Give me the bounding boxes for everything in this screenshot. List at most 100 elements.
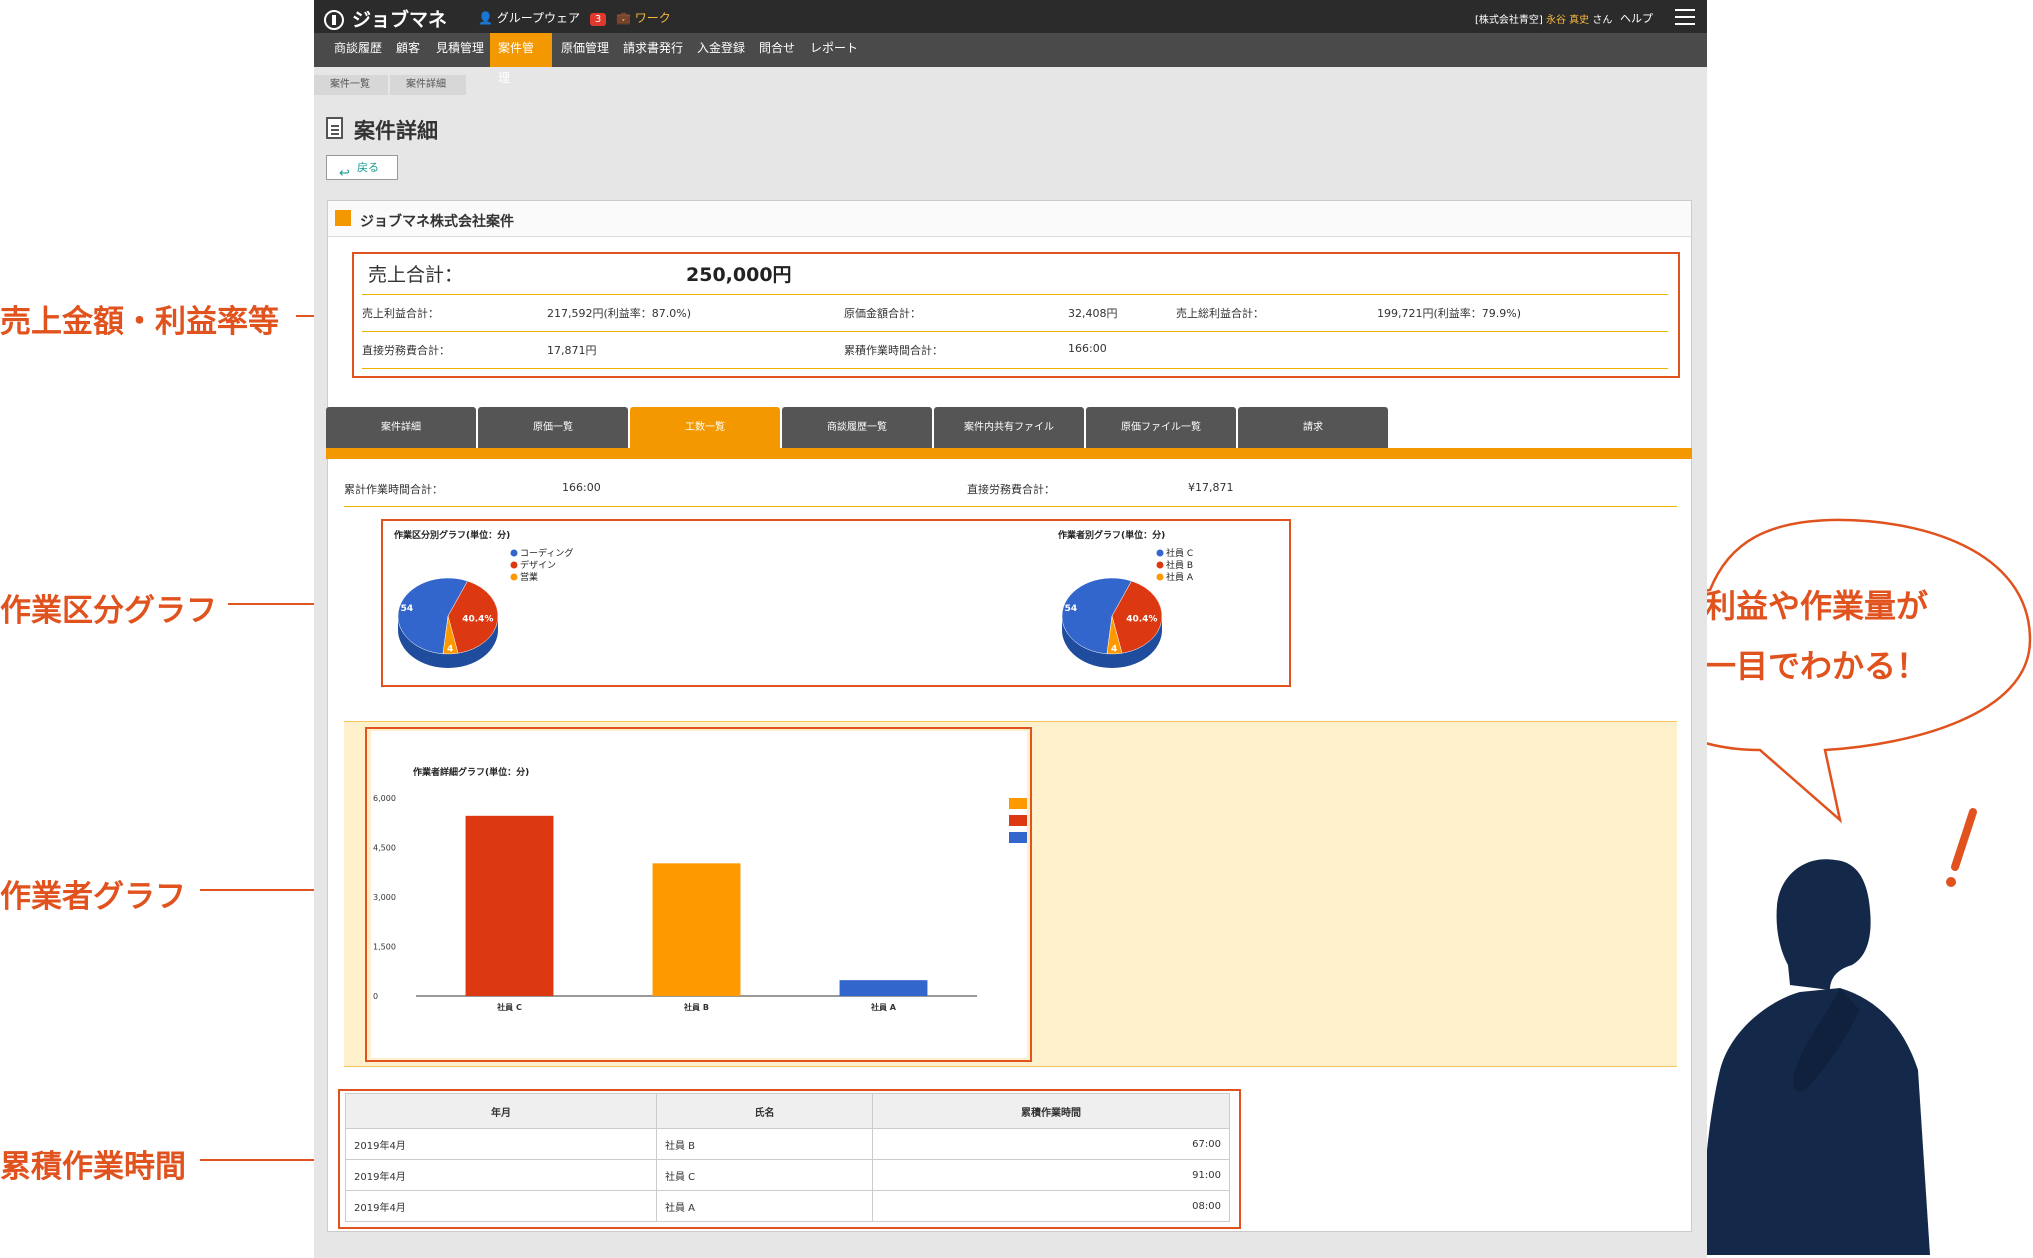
logo-icon [324,10,344,30]
breadcrumb-project-list[interactable]: 案件一覧 [314,75,388,95]
annotation-line [200,889,368,891]
user-company: [株式会社青空] [1475,15,1543,26]
tab-sales-history[interactable]: 商談履歴一覧 [782,407,932,448]
legend-swatch [1009,798,1027,809]
briefcase-icon: 💼 [616,11,631,25]
groupware-link[interactable]: 👤 グループウェア 3 [478,9,607,26]
cell-month: 2019年4月 [345,1128,657,1160]
worker-detail-bar-chart: 作業者詳細グラフ(単位：分) 0 1,500 3,000 4,500 6,000 社員 C… [373,766,1027,1012]
project-card: ジョブマネ株式会社案件 売上合計： 250,000円 売上利益合計： 217,5… [327,200,1692,1232]
y-tick-label: 0 [373,992,378,1001]
y-tick-label: 1,500 [373,943,396,952]
notification-badge: 3 [589,13,607,26]
legend-swatch [1009,815,1027,826]
callout-line-2: 一目でわかる！ [1704,647,1928,685]
callout-illustration: 利益や作業量が 一目でわかる！ [1621,518,2032,1255]
legend-swatch [510,573,518,581]
nav-item-estimates[interactable]: 見積管理 [436,41,485,55]
chart-title: 作業者別グラフ(単位：分) [1058,529,1165,541]
total-profit-value: 199,721円(利益率：79.9%) [1377,307,1522,320]
tab-man-hours[interactable]: 工数一覧 [630,407,780,448]
annotation-line [228,603,380,605]
nav-item-payments[interactable]: 入金登録 [697,41,746,55]
divider [344,721,1677,722]
work-label: ワーク [634,11,671,25]
exclamation-dot [1946,877,1956,887]
column-header-hours[interactable]: 累積作業時間 [872,1093,1230,1129]
active-tab-bar [326,448,1692,459]
back-label: 戻る [357,161,379,174]
hamburger-menu-icon[interactable] [1675,9,1695,25]
nav-item-sales-history[interactable]: 商談履歴 [334,41,383,55]
nav-item-projects[interactable]: 案件管理 [490,33,552,85]
user-menu[interactable]: [株式会社青空] 永谷 真史 さん [1475,11,1612,26]
user-name: 永谷 真史 [1546,15,1590,26]
x-tick-label: 社員 C [496,1002,522,1012]
bar [652,863,741,996]
callout-line-1: 利益や作業量が [1704,587,1928,625]
tab-cost-list[interactable]: 原価一覧 [478,407,628,448]
page-title: 案件詳細 [354,119,438,143]
column-header-name[interactable]: 氏名 [656,1093,873,1129]
top-bar: ジョブマネ 👤 グループウェア 3 💼 ワーク [株式会社青空] 永谷 真史 さ… [314,0,1707,33]
column-header-month[interactable]: 年月 [345,1093,657,1129]
bar [465,815,554,996]
labor-cost-value: 17,871円 [547,344,597,357]
divider [362,331,1668,332]
divider [362,368,1668,369]
nav-item-invoices[interactable]: 請求書発行 [623,41,684,55]
pie-slice-label: 4 [1111,644,1117,654]
chart-title: 作業者詳細グラフ(単位：分) [413,766,529,778]
nav-item-customers[interactable]: 顧客 [396,41,421,55]
legend-label: 社員 C [1166,547,1193,559]
legend-swatch [510,561,518,569]
help-link[interactable]: ヘルプ [1620,12,1653,25]
gross-profit-value: 217,592円(利益率：87.0%) [547,307,692,320]
annotation-sales-profit: 売上金額・利益率等 [0,304,279,340]
cell-month: 2019年4月 [345,1159,657,1191]
annotation-line [200,1159,340,1161]
nav-item-inquiries[interactable]: 問合せ [759,41,796,55]
tab-invoice[interactable]: 請求 [1238,407,1388,448]
divider [362,294,1668,295]
labor-cost-total-value: ¥17,871 [1188,481,1234,494]
nav-item-cost[interactable]: 原価管理 [561,41,610,55]
work-link[interactable]: 💼 ワーク [616,9,671,26]
hours-total-label: 累計作業時間合計： [344,483,443,496]
pie-slice [1106,615,1123,655]
groupware-label: グループウェア [496,11,581,25]
cell-month: 2019年4月 [345,1190,657,1222]
legend-swatch [1156,561,1164,569]
user-suffix: さん [1592,15,1613,26]
cost-total-label: 原価金額合計： [844,307,921,320]
back-button[interactable]: ↩ 戻る [326,155,398,181]
pie-slice-label: 40.4% [462,614,493,624]
app-logo[interactable]: ジョブマネ [324,5,447,32]
tab-shared-files[interactable]: 案件内共有ファイル [934,407,1084,448]
cell-name: 社員 C [656,1159,873,1191]
annotation-work-category-graph: 作業区分グラフ [0,593,217,629]
pie-slice-label: 54 [1065,604,1078,614]
user-icon: 👤 [478,11,493,25]
legend-swatch [1156,549,1164,557]
x-tick-label: 社員 A [870,1002,897,1012]
cumulative-table-highlight [338,1089,1241,1229]
pie-slice [442,615,459,655]
labor-cost-label: 直接労務費合計： [362,344,450,357]
cost-total-value: 32,408円 [1068,307,1118,320]
labor-cost-total-label: 直接労務費合計： [967,483,1055,496]
pie-slice [447,580,499,654]
project-marker-icon [335,210,351,226]
legend-label: 社員 A [1166,571,1194,583]
table-row: 2019年4月 社員 B 67:00 [345,1128,1230,1160]
legend-swatch [1156,573,1164,581]
work-hours-label: 累積作業時間合計： [844,344,943,357]
tab-project-detail[interactable]: 案件詳細 [326,407,476,448]
breadcrumb: 案件一覧 案件詳細 [314,67,1707,95]
divider [344,1066,1677,1067]
cell-hours: 08:00 [872,1190,1230,1222]
tab-cost-files[interactable]: 原価ファイル一覧 [1086,407,1236,448]
nav-item-reports[interactable]: レポート [810,41,859,55]
logo-text: ジョブマネ [352,9,448,31]
